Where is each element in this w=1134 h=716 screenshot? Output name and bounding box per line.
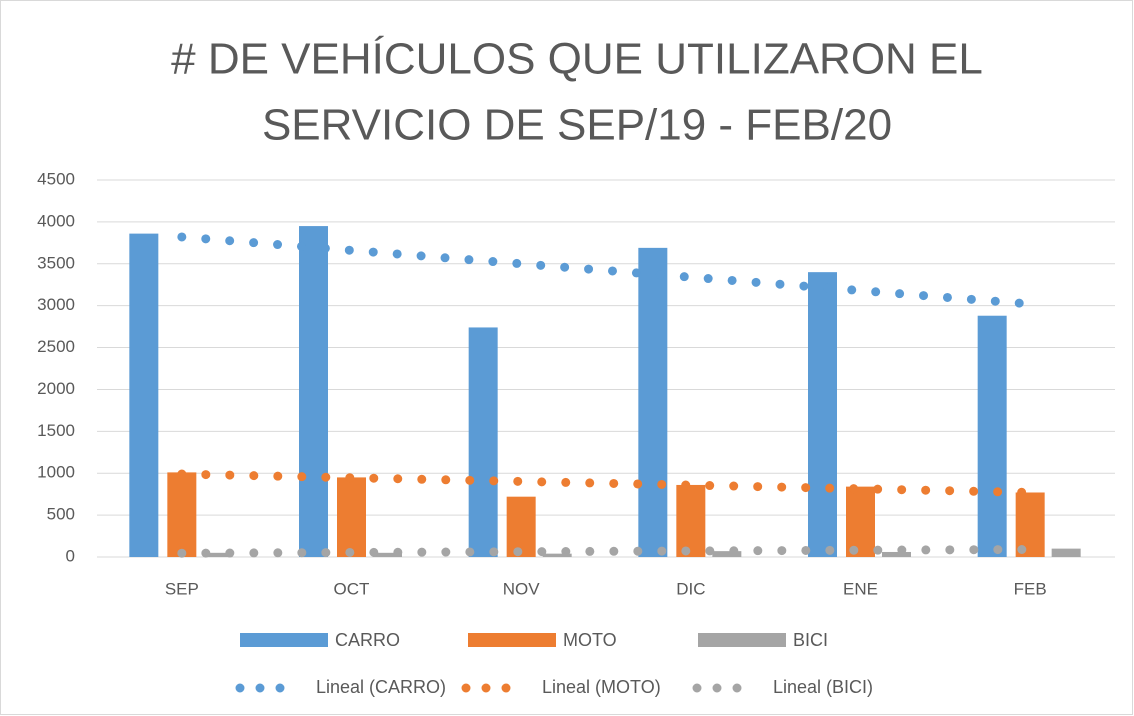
legend-swatch [698,633,786,647]
y-tick-label: 0 [66,546,75,565]
legend-swatch [468,633,556,647]
y-tick-label: 1500 [37,421,75,440]
bar [977,315,1007,557]
y-tick-label: 3500 [37,253,75,272]
legend-swatch [240,633,328,647]
bar [167,472,197,557]
legend-label: MOTO [563,630,617,650]
trendline [177,544,1035,558]
legend-label: BICI [793,630,828,650]
y-tick-label: 2000 [37,379,75,398]
bar [808,272,837,557]
bar [712,551,742,557]
x-tick-label: ENE [843,579,878,598]
bar [203,552,233,557]
bar [299,226,328,558]
bar [1051,548,1081,557]
legend-label: Lineal (MOTO) [542,677,661,697]
y-tick-label: 2500 [37,337,75,356]
chart-title: SERVICIO DE SEP/19 - FEB/20 [262,101,892,150]
legend-label: CARRO [335,630,400,650]
bar [846,486,875,557]
x-tick-label: DIC [676,579,705,598]
chart-title: # DE VEHÍCULOS QUE UTILIZARON EL [171,35,983,84]
bar [506,496,536,557]
bar [542,553,572,557]
y-tick-label: 500 [47,505,75,524]
x-tick-label: FEB [1014,579,1047,598]
x-tick-label: SEP [165,579,199,598]
y-tick-label: 1000 [37,463,75,482]
x-tick-label: OCT [334,579,370,598]
y-tick-label: 4000 [37,211,75,230]
y-tick-label: 3000 [37,295,75,314]
trendline [177,469,1035,497]
bar [468,327,498,557]
legend-label: Lineal (BICI) [773,677,873,697]
legend-label: Lineal (CARRO) [316,677,446,697]
y-tick-label: 4500 [37,169,75,188]
trendline [177,232,1035,309]
bar [129,233,159,557]
bar [337,477,366,557]
bar [373,552,402,557]
bar [676,484,706,557]
x-tick-label: NOV [503,579,541,598]
bar [882,551,911,557]
bar [638,247,668,558]
